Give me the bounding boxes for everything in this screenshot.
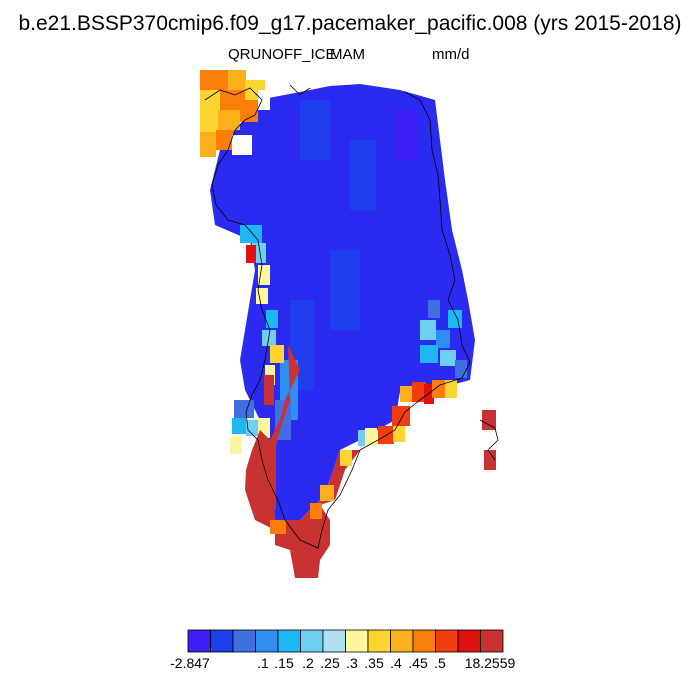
colorbar-swatch (300, 629, 324, 653)
colorbar-swatch (480, 629, 504, 653)
northwest-runoff-region (200, 70, 270, 157)
colorbar-label: .15 (274, 655, 294, 671)
colorbar-swatch (232, 629, 256, 653)
west-coast-cells (230, 225, 284, 454)
colorbar-label: .2 (302, 655, 314, 671)
colorbar-swatch (412, 629, 436, 653)
southern-tip-high-runoff (245, 345, 410, 578)
colorbar-swatch (277, 629, 301, 653)
season-label: MAM (330, 46, 365, 63)
east-coast-cells (400, 300, 496, 470)
colorbar-swatch (255, 629, 279, 653)
colorbar-label: .4 (390, 655, 402, 671)
colorbar-label: 18.2559 (465, 655, 516, 671)
colorbar-label: .45 (408, 655, 428, 671)
plot-title: b.e21.BSSP370cmip6.f09_g17.pacemaker_pac… (18, 12, 682, 35)
colorbar-swatch (367, 629, 391, 653)
colorbar-swatch (457, 629, 481, 653)
colorbar-swatch (187, 629, 211, 653)
colorbar-label: .25 (320, 655, 340, 671)
colorbar-swatch (390, 629, 414, 653)
colorbar-labels: -2.847 .1 .15 .2 .25 .3 .35 .4 .45 .5 18.2559 (170, 655, 515, 671)
colorbar-swatches (187, 629, 504, 653)
colorbar-label: .5 (434, 655, 446, 671)
colorbar-label: -2.847 (170, 655, 210, 671)
coastline (204, 84, 499, 549)
colorbar-swatch (210, 629, 234, 653)
colorbar-swatch (345, 629, 369, 653)
colorbar-label: .35 (364, 655, 384, 671)
units-label: mm/d (432, 46, 470, 63)
variable-label: QRUNOFF_ICE (228, 46, 336, 63)
colorbar-label: .1 (257, 655, 269, 671)
colorbar-label: .3 (346, 655, 358, 671)
colorbar-swatch (322, 629, 346, 653)
colorbar-swatch (435, 629, 459, 653)
